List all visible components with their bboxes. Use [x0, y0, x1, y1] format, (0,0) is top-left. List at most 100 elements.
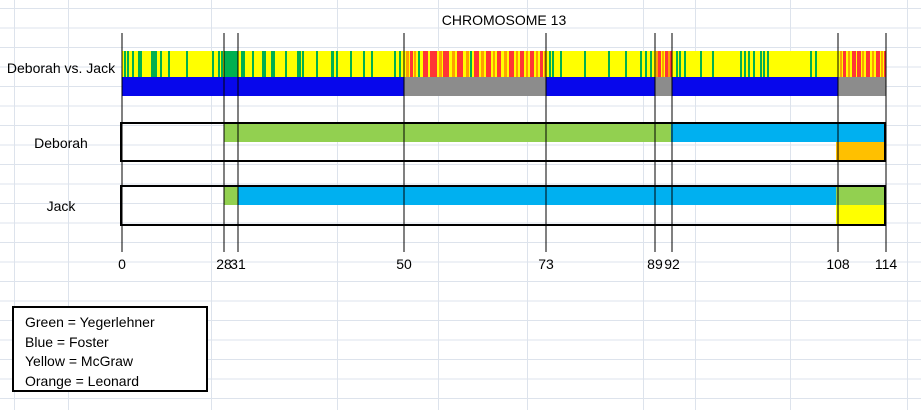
snp-stripe	[271, 51, 274, 77]
snp-stripe	[526, 51, 529, 77]
snp-stripe	[875, 51, 880, 77]
axis-tick-label: 114	[874, 256, 898, 272]
legend-item-green: Green = Yegerlehner	[25, 314, 155, 330]
snp-stripe	[847, 51, 850, 77]
snp-stripe	[543, 51, 546, 77]
snp-stripe	[625, 51, 627, 77]
snp-stripe	[473, 51, 479, 77]
snp-stripe	[492, 51, 495, 77]
snp-stripe	[536, 51, 539, 77]
snp-stripe	[851, 51, 856, 77]
vertical-gridline	[790, 0, 791, 410]
snp-stripe	[712, 51, 715, 77]
row-label-comparison: Deborah vs. Jack	[6, 60, 116, 76]
snp-stripe	[656, 51, 659, 77]
snp-stripe	[548, 51, 551, 77]
identity-segment	[122, 77, 404, 96]
snp-stripe	[743, 51, 746, 77]
snp-stripe	[261, 51, 264, 77]
vertical-gridline	[211, 0, 212, 410]
snp-stripe	[650, 51, 653, 77]
snp-stripe	[485, 51, 491, 77]
snp-stripe	[645, 51, 648, 77]
snp-stripe	[335, 51, 338, 77]
snp-stripe	[429, 51, 437, 77]
deborah-top-half	[122, 124, 884, 142]
snp-stripe	[442, 51, 449, 77]
snp-stripe	[218, 51, 221, 77]
snp-stripe	[496, 51, 501, 77]
snp-stripe	[884, 51, 887, 77]
snp-stripe	[670, 51, 673, 77]
snp-stripe	[584, 51, 587, 77]
snp-stripe	[661, 51, 664, 77]
snp-stripe	[211, 51, 214, 77]
snp-stripe	[516, 51, 519, 77]
snp-stripe	[370, 51, 373, 77]
legend-item-orange: Orange = Leonard	[25, 372, 140, 389]
snp-stripe	[668, 51, 671, 77]
snp-stripe	[123, 51, 126, 77]
snp-stripe	[700, 51, 703, 77]
snp-stripe	[470, 51, 473, 77]
snp-stripe	[871, 51, 874, 77]
snp-stripe	[465, 51, 469, 77]
snp-stripe	[457, 51, 464, 77]
axis-tick-label: 89	[647, 256, 663, 272]
axis-tick-label: 31	[230, 256, 246, 272]
row-label-jack: Jack	[46, 198, 76, 214]
snp-stripe	[243, 51, 246, 77]
snp-stripe	[676, 51, 679, 77]
axis-tick-label: 92	[664, 256, 680, 272]
snp-stripe	[285, 51, 288, 77]
snp-stripe	[539, 51, 543, 77]
identity-segment	[654, 77, 672, 96]
snp-stripe	[881, 51, 884, 77]
jack-segment	[836, 187, 884, 205]
snp-stripe	[559, 51, 562, 77]
identity-segment	[546, 77, 655, 96]
legend-item-yellow: Yellow = McGraw	[25, 353, 134, 369]
snp-stripe	[418, 51, 421, 77]
axis-tick-label: 73	[538, 256, 554, 272]
row-label-deborah: Deborah	[34, 135, 88, 151]
snp-stripe	[866, 51, 870, 77]
snp-stripe	[658, 51, 662, 77]
identity-segment	[672, 77, 839, 96]
snp-stripe	[740, 51, 743, 77]
snp-stripe	[747, 51, 750, 77]
vertical-gridline	[438, 0, 439, 410]
snp-stripe	[139, 51, 142, 77]
full-identical-segment	[223, 51, 238, 77]
vertical-gridline	[14, 0, 15, 410]
snp-stripe	[315, 51, 318, 77]
vertical-gridline	[337, 0, 338, 410]
snp-stripe	[763, 51, 766, 77]
snp-stripe	[679, 51, 682, 77]
snp-stripe	[810, 51, 812, 77]
snp-stripe	[131, 51, 134, 77]
legend-item-blue: Blue = Foster	[25, 333, 109, 350]
snp-stripe	[862, 51, 864, 77]
snp-stripe	[240, 51, 243, 77]
vertical-gridline	[695, 0, 696, 410]
snp-stripe	[297, 51, 300, 77]
snp-stripe	[167, 51, 170, 77]
snp-stripe	[767, 51, 770, 77]
snp-stripe	[504, 51, 508, 77]
jack-bottom-half	[122, 205, 884, 224]
snp-stripe	[272, 51, 275, 77]
snp-stripe	[760, 51, 763, 77]
legend-box: Green = Yegerlehner Blue = Foster Yellow…	[12, 306, 208, 392]
snp-stripe	[127, 51, 130, 77]
snp-stripe	[264, 51, 267, 77]
snp-stripe	[520, 51, 525, 77]
snp-stripe	[152, 51, 155, 77]
jack-segment-box	[120, 185, 886, 226]
jack-top-half	[122, 187, 884, 205]
axis-tick-label: 50	[396, 256, 412, 272]
snp-stripe	[438, 51, 442, 77]
snp-stripe	[330, 51, 333, 77]
snp-stripe	[842, 51, 846, 77]
